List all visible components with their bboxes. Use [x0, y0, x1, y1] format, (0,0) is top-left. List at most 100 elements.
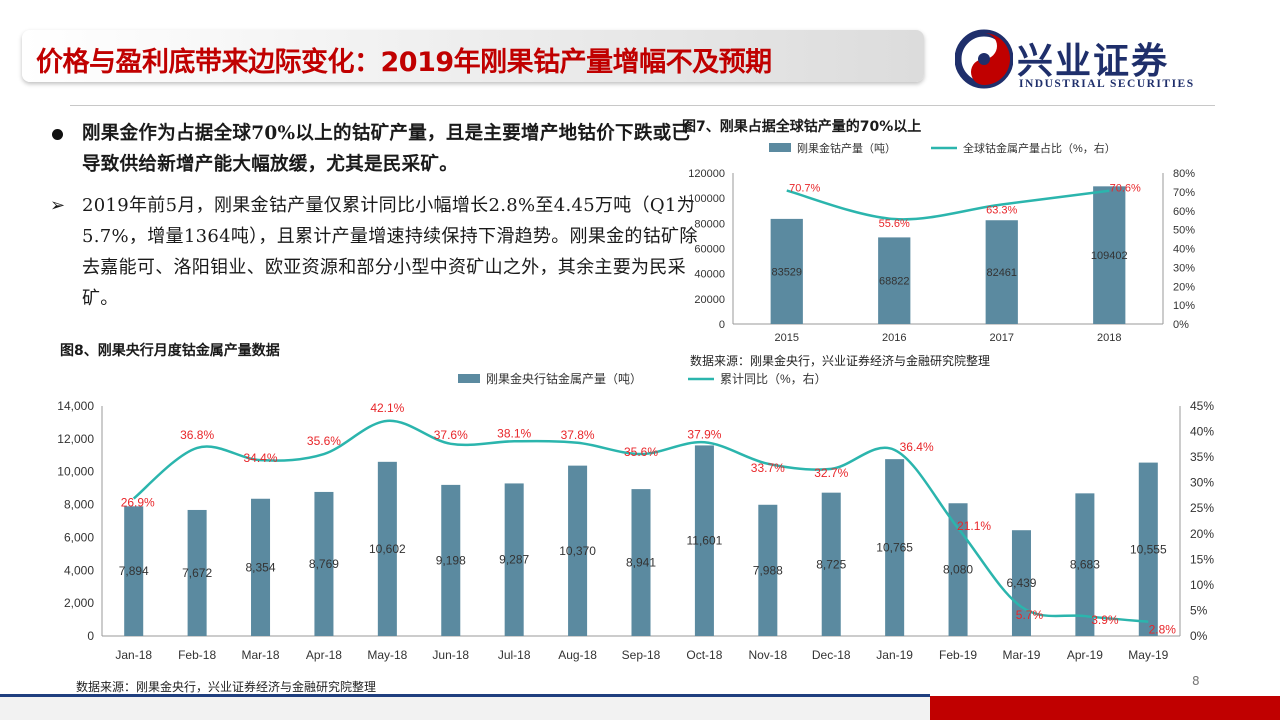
bar-value-label: 11,601 [687, 534, 723, 548]
paragraph-2-text: 2019年前5月，刚果金钴产量仅累计同比小幅增长2.8%至4.45万吨（Q1为5… [82, 195, 698, 309]
y2-tick-label: 10% [1173, 300, 1195, 312]
line-value-label: 36.4% [900, 440, 934, 454]
fig7-chart: 刚果金钴产量（吨） 全球钴金属产量占比（%，右） 0 20000 40000 60000 8… [688, 141, 1195, 344]
fig8-title: 图8、刚果央行月度钴金属产量数据 [60, 343, 280, 359]
legend-line-label: 全球钴金属产量占比（%，右） [963, 141, 1116, 155]
y-tick-label: 10,000 [57, 465, 94, 479]
y-tick-label: 6,000 [64, 530, 94, 544]
bar-value-label: 109402 [1091, 250, 1128, 262]
legend-bar-swatch [769, 143, 791, 152]
line-value-label: 21.1% [957, 519, 991, 533]
bar-value-label: 8,683 [1070, 558, 1100, 572]
x-tick-label: 2018 [1097, 332, 1121, 344]
bar [314, 491, 334, 636]
bar-value-label: 10,555 [1130, 542, 1167, 556]
series-line [132, 419, 1149, 623]
x-tick-label: 2015 [775, 332, 799, 344]
y2-tick-label: 50% [1173, 225, 1195, 237]
line-value-label: 63.3% [986, 205, 1017, 217]
bar [758, 504, 778, 636]
fig8-source: 数据来源：刚果金央行，兴业证券经济与金融研究院整理 [76, 680, 377, 694]
bar-value-label: 83529 [771, 266, 802, 278]
x-tick-label: May-18 [367, 648, 407, 662]
y2-tick-label: 10% [1190, 578, 1214, 592]
arrow-paragraph: ➢ 2019年前5月，刚果金钴产量仅累计同比小幅增长2.8%至4.45万吨（Q1… [50, 190, 700, 314]
bar-value-label: 7,988 [753, 563, 783, 577]
bar-value-label: 9,287 [499, 553, 529, 567]
chart-legend: 刚果金钴产量（吨） 全球钴金属产量占比（%，右） [769, 141, 1116, 155]
bar-value-label: 10,602 [369, 542, 406, 556]
y2-tick-label: 30% [1190, 476, 1214, 490]
x-tick-label: Jan-19 [876, 648, 913, 662]
bar [504, 483, 524, 636]
line-value-label: 55.6% [879, 218, 910, 230]
bullet-dot-icon [52, 129, 63, 140]
y2-tick-label: 5% [1190, 603, 1208, 617]
y-tick-label: 20000 [694, 294, 725, 306]
y-tick-label: 4,000 [64, 563, 94, 577]
y2-tick-label: 35% [1190, 450, 1214, 464]
bar [124, 506, 144, 636]
y2-tick-label: 15% [1190, 552, 1214, 566]
bar [770, 218, 803, 324]
bar [878, 237, 911, 324]
x-tick-label: 2017 [990, 332, 1014, 344]
bar [1075, 493, 1095, 636]
bar-value-label: 8,769 [309, 557, 339, 571]
footer-band [0, 697, 930, 720]
y-tick-label: 8,000 [64, 498, 94, 512]
legend-bar-label: 刚果金钴产量（吨） [797, 141, 896, 155]
y2-tick-label: 20% [1173, 281, 1195, 293]
logo-name: 兴业证券 [1017, 40, 1170, 82]
x-tick-label: Aug-18 [558, 648, 597, 662]
chart-legend: 刚果金央行钴金属产量（吨） 累计同比（%，右） [458, 371, 827, 386]
bar-value-label: 7,672 [182, 566, 212, 580]
bar [1093, 186, 1126, 324]
y-tick-label: 14,000 [57, 399, 94, 413]
y2-tick-label: 30% [1173, 262, 1195, 274]
x-tick-label: Mar-19 [1002, 648, 1040, 662]
bar-value-label: 9,198 [436, 553, 466, 567]
line-value-label: 38.1% [497, 426, 531, 440]
y2-tick-label: 20% [1190, 527, 1214, 541]
bar-value-label: 68822 [879, 276, 910, 288]
line-value-label: 35.6% [307, 434, 341, 448]
logo-english: INDUSTRIAL SECURITIES [1019, 78, 1195, 90]
y2-tick-label: 25% [1190, 501, 1214, 515]
bar [441, 484, 461, 636]
x-tick-label: Jul-18 [498, 648, 531, 662]
header-divider [70, 105, 1215, 106]
x-tick-label: Apr-19 [1067, 648, 1103, 662]
y2-tick-label: 80% [1173, 168, 1195, 180]
y2-tick-label: 0% [1173, 319, 1189, 331]
line-value-label: 37.8% [561, 428, 595, 442]
bar-value-label: 8,941 [626, 556, 656, 570]
footer-red-band [930, 696, 1280, 720]
x-tick-label: Mar-18 [242, 648, 280, 662]
bar [948, 503, 968, 636]
y2-tick-label: 45% [1190, 399, 1214, 413]
legend-bar-label: 刚果金央行钴金属产量（吨） [486, 371, 642, 386]
line-value-label: 42.1% [370, 401, 404, 415]
bar [985, 220, 1018, 324]
x-tick-label: Jun-18 [432, 648, 469, 662]
x-tick-label: Apr-18 [306, 648, 342, 662]
logo-emblem-icon [954, 29, 1014, 89]
text-block: 刚果金作为占据全球70%以上的钴矿产量，且是主要增产地钴价下跌或已导致供给新增产… [50, 118, 700, 314]
y-tick-label: 80000 [694, 218, 725, 230]
line-value-label: 37.6% [434, 428, 468, 442]
arrow-bullet-icon: ➢ [50, 195, 66, 216]
x-tick-label: May-19 [1128, 648, 1168, 662]
y2-tick-label: 70% [1173, 187, 1195, 199]
legend-bar-swatch [458, 374, 480, 383]
y2-tick-label: 40% [1190, 425, 1214, 439]
y-tick-label: 2,000 [64, 596, 94, 610]
bar [187, 509, 207, 636]
company-logo: 兴业证券 INDUSTRIAL SECURITIES [954, 28, 1225, 98]
y-tick-label: 12,000 [57, 432, 94, 446]
line-value-label: 32.7% [814, 466, 848, 480]
bar-value-label: 8,354 [246, 560, 276, 574]
x-tick-label: Dec-18 [812, 648, 851, 662]
bar-value-label: 10,765 [876, 541, 913, 555]
y2-tick-label: 60% [1173, 206, 1195, 218]
